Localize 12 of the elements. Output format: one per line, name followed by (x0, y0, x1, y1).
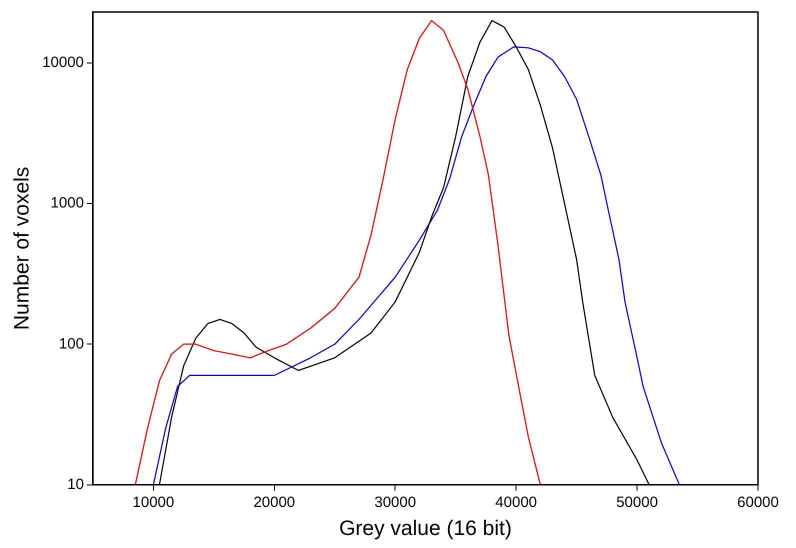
x-tick-label: 40000 (495, 494, 538, 511)
x-axis-title: Grey value (16 bit) (339, 517, 512, 540)
x-tick-label: 30000 (374, 494, 416, 511)
y-tick-label: 10 (67, 476, 84, 493)
y-tick-label: 10000 (42, 54, 84, 72)
y-tick-label: 100 (58, 335, 84, 352)
y-axis-title: Number of voxels (10, 166, 34, 330)
y-tick-label: 1000 (50, 194, 84, 212)
x-tick-label: 20000 (253, 494, 296, 511)
x-tick-label: 60000 (737, 494, 779, 511)
x-tick-label: 10000 (132, 494, 174, 511)
x-tick-label: 50000 (616, 494, 658, 511)
